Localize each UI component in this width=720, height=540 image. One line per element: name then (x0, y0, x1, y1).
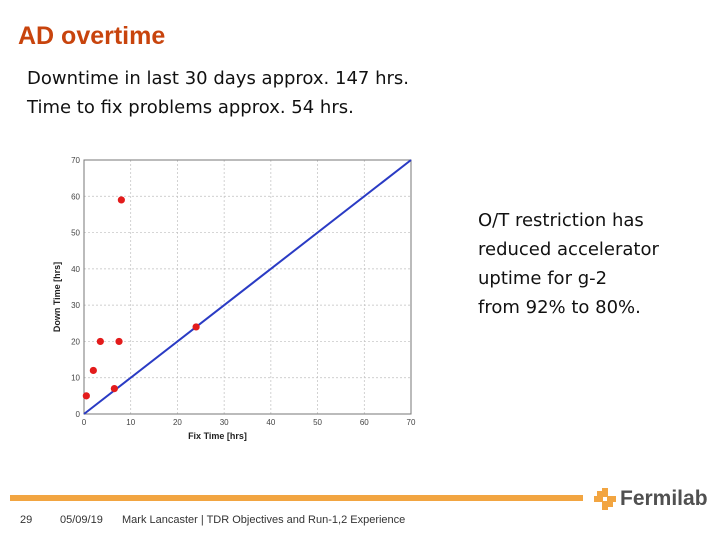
y-tick-label: 50 (71, 229, 80, 238)
data-point (117, 196, 125, 204)
y-tick-label: 30 (71, 301, 80, 310)
body-line-fix-time: Time to fix problems approx. 54 hrs. (27, 97, 354, 118)
x-tick-label: 60 (360, 418, 369, 427)
y-tick-label: 60 (71, 192, 80, 201)
slide-title: AD overtime (18, 22, 166, 50)
side-note-line-4: from 92% to 80%. (478, 297, 641, 318)
x-tick-label: 10 (126, 418, 135, 427)
side-note-line-1: O/T restriction has (478, 210, 644, 231)
data-point (96, 337, 104, 346)
point-layer (82, 196, 200, 400)
data-point (89, 366, 97, 375)
tick-layer: 0 10 20 30 40 50 60 70 0 10 20 30 40 50 60 70 (71, 156, 416, 427)
x-tick-label: 30 (220, 418, 229, 427)
body-line-downtime: Downtime in last 30 days approx. 147 hrs… (27, 68, 409, 89)
x-tick-label: 70 (407, 418, 416, 427)
footer-bar (10, 495, 583, 501)
x-tick-label: 20 (173, 418, 182, 427)
footer-date: 05/09/19 (60, 514, 103, 526)
side-note-line-3: uptime for g-2 (478, 268, 608, 289)
body-text: Downtime in last 30 days approx. 147 hrs… (27, 64, 409, 122)
data-point (110, 385, 118, 393)
side-note-line-2: reduced accelerator (478, 239, 659, 260)
data-point (115, 337, 123, 346)
logo-text: Fermilab (620, 487, 708, 510)
y-tick-label: 10 (71, 374, 80, 383)
scatter-chart: 0 10 20 30 40 50 60 70 0 10 20 30 40 50 60 70 Fix Time … (52, 156, 416, 441)
fermilab-logo: Fermilab (594, 487, 708, 511)
reference-line-layer (83, 159, 412, 415)
y-tick-label: 20 (71, 337, 80, 346)
x-tick-label: 50 (313, 418, 322, 427)
page-number: 29 (20, 514, 33, 526)
reference-line (83, 159, 412, 415)
data-point (192, 323, 200, 331)
plot-frame (83, 159, 412, 415)
fermilab-logo-icon (594, 488, 616, 510)
footer-text: Mark Lancaster | TDR Objectives and Run-… (122, 514, 406, 526)
side-note: O/T restriction has reduced accelerator … (478, 206, 659, 322)
x-tick-label: 0 (82, 418, 87, 427)
y-tick-label: 70 (71, 156, 80, 165)
data-point (82, 392, 90, 400)
x-axis-label: Fix Time [hrs] (188, 431, 247, 441)
y-tick-label: 40 (71, 265, 80, 274)
y-tick-label: 0 (76, 410, 81, 419)
y-axis-label: Down Time [hrs] (52, 262, 62, 332)
x-tick-label: 40 (266, 418, 275, 427)
